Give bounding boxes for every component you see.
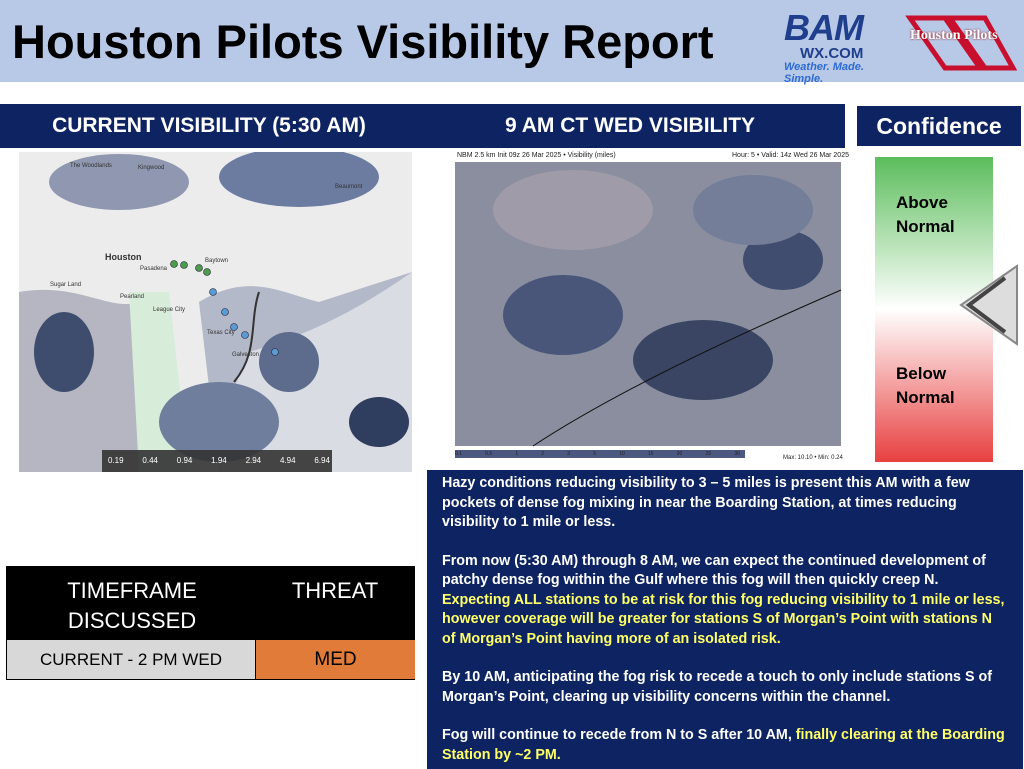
header-band [0,0,1024,82]
legend-label: 20 [676,451,683,457]
legend-label: 10 [619,451,625,457]
text-segment: Expecting ALL stations to be at risk for… [442,591,1005,647]
legend-label: 4.94 [279,456,296,465]
legend-label: 25 [705,451,712,457]
confidence-title: Confidence [857,106,1021,146]
map-label: Baytown [205,258,229,264]
current-legend: 0.19 0.44 0.94 1.94 2.94 4.94 6.94 [108,456,330,465]
paragraph: Fog will continue to recede from N to S … [442,726,1007,765]
text-segment: By 10 AM, anticipating the fog risk to r… [442,669,992,705]
map-label: Beaumont [335,184,363,190]
confidence-pointer [959,264,1018,346]
table-cell: CURRENT - 2 PM WED [7,640,255,679]
bam-logo: BAM WX.COM Weather. Made. Simple. [784,7,902,86]
map-label: Houston [105,252,142,262]
panel-title: 9 AM CT WED VISIBILITY [504,114,756,137]
legend-label: 1.94 [211,456,227,465]
legend-label: 3 [567,451,571,457]
map-label: Pasadena [140,266,168,272]
forecast-maxmin: Max: 10.10 • Min: 0.24 [783,455,843,461]
confidence-above: Above Normal [896,193,955,236]
map-label: Pearland [120,294,145,300]
map-label: The Woodlands [70,163,112,169]
paragraph: From now (5:30 AM) through 8 AM, we can … [442,552,1007,650]
legend-label: 0.44 [142,456,158,465]
text-segment: Fog will continue to recede from N to S … [442,727,796,743]
text-segment: finally clearing at the Boarding Station… [442,727,1005,763]
forecast-map [453,150,843,462]
table-header-cell: THREAT [291,578,379,603]
pilots-text: Houston Pilots [910,28,998,43]
panel-bar [0,104,845,148]
legend-label: 1 [515,451,519,457]
forecast-legend: 0.1 0.5 1 2 3 5 10 15 20 25 30 [455,451,740,457]
forecast-valid: Hour: 5 • Valid: 14z Wed 26 Mar 2025 [732,152,849,159]
bam-site: WX.COM [800,45,864,62]
legend-label: 6.94 [314,456,330,465]
current-map [19,152,412,472]
map-label: League City [153,307,186,313]
legend-label: 0.94 [176,456,193,465]
map-label: Texas City [207,330,235,336]
legend-label: 15 [648,451,654,457]
bam-tagline: Weather. Made. Simple. [784,61,864,85]
paragraph: By 10 AM, anticipating the fog risk to r… [442,668,1007,707]
table-header-cell: TIMEFRAME DISCUSSED [67,578,197,633]
pilots-mark [905,15,1017,71]
map-label: Galveston [232,352,260,358]
legend-label: 2 [541,451,545,457]
bam-text: BAM [784,7,864,48]
table-cell: MED [255,640,415,679]
pilots-logo [905,15,1017,71]
text-segment: Hazy conditions reducing visibility to 3… [442,475,970,530]
legend-label: 0.5 [485,451,493,457]
text-segment: From now (5:30 AM) through 8 AM, we can … [442,552,986,589]
title: Houston Pilots Visibility Report [12,15,714,68]
legend-label: 0.19 [108,456,124,465]
panel-title: CURRENT VISIBILITY (5:30 AM) [52,114,366,137]
legend-label: 5 [593,451,597,457]
discussion: Hazy conditions reducing visibility to 3… [427,470,1023,769]
legend-label: 0.1 [455,451,462,457]
legend-label: 2.94 [245,456,262,465]
paragraph: Hazy conditions reducing visibility to 3… [442,474,1007,533]
table-header [7,567,414,640]
map-label: Kingwood [138,165,165,171]
forecast-model: NBM 2.5 km Init 09z 26 Mar 2025 • Visibi… [457,152,616,159]
confidence-below: Below Normal [896,364,955,407]
threat-table: TIMEFRAME DISCUSSED THREAT CURRENT - 2 P… [6,566,415,680]
map-label: Sugar Land [50,282,82,288]
legend-label: 30 [734,451,740,457]
